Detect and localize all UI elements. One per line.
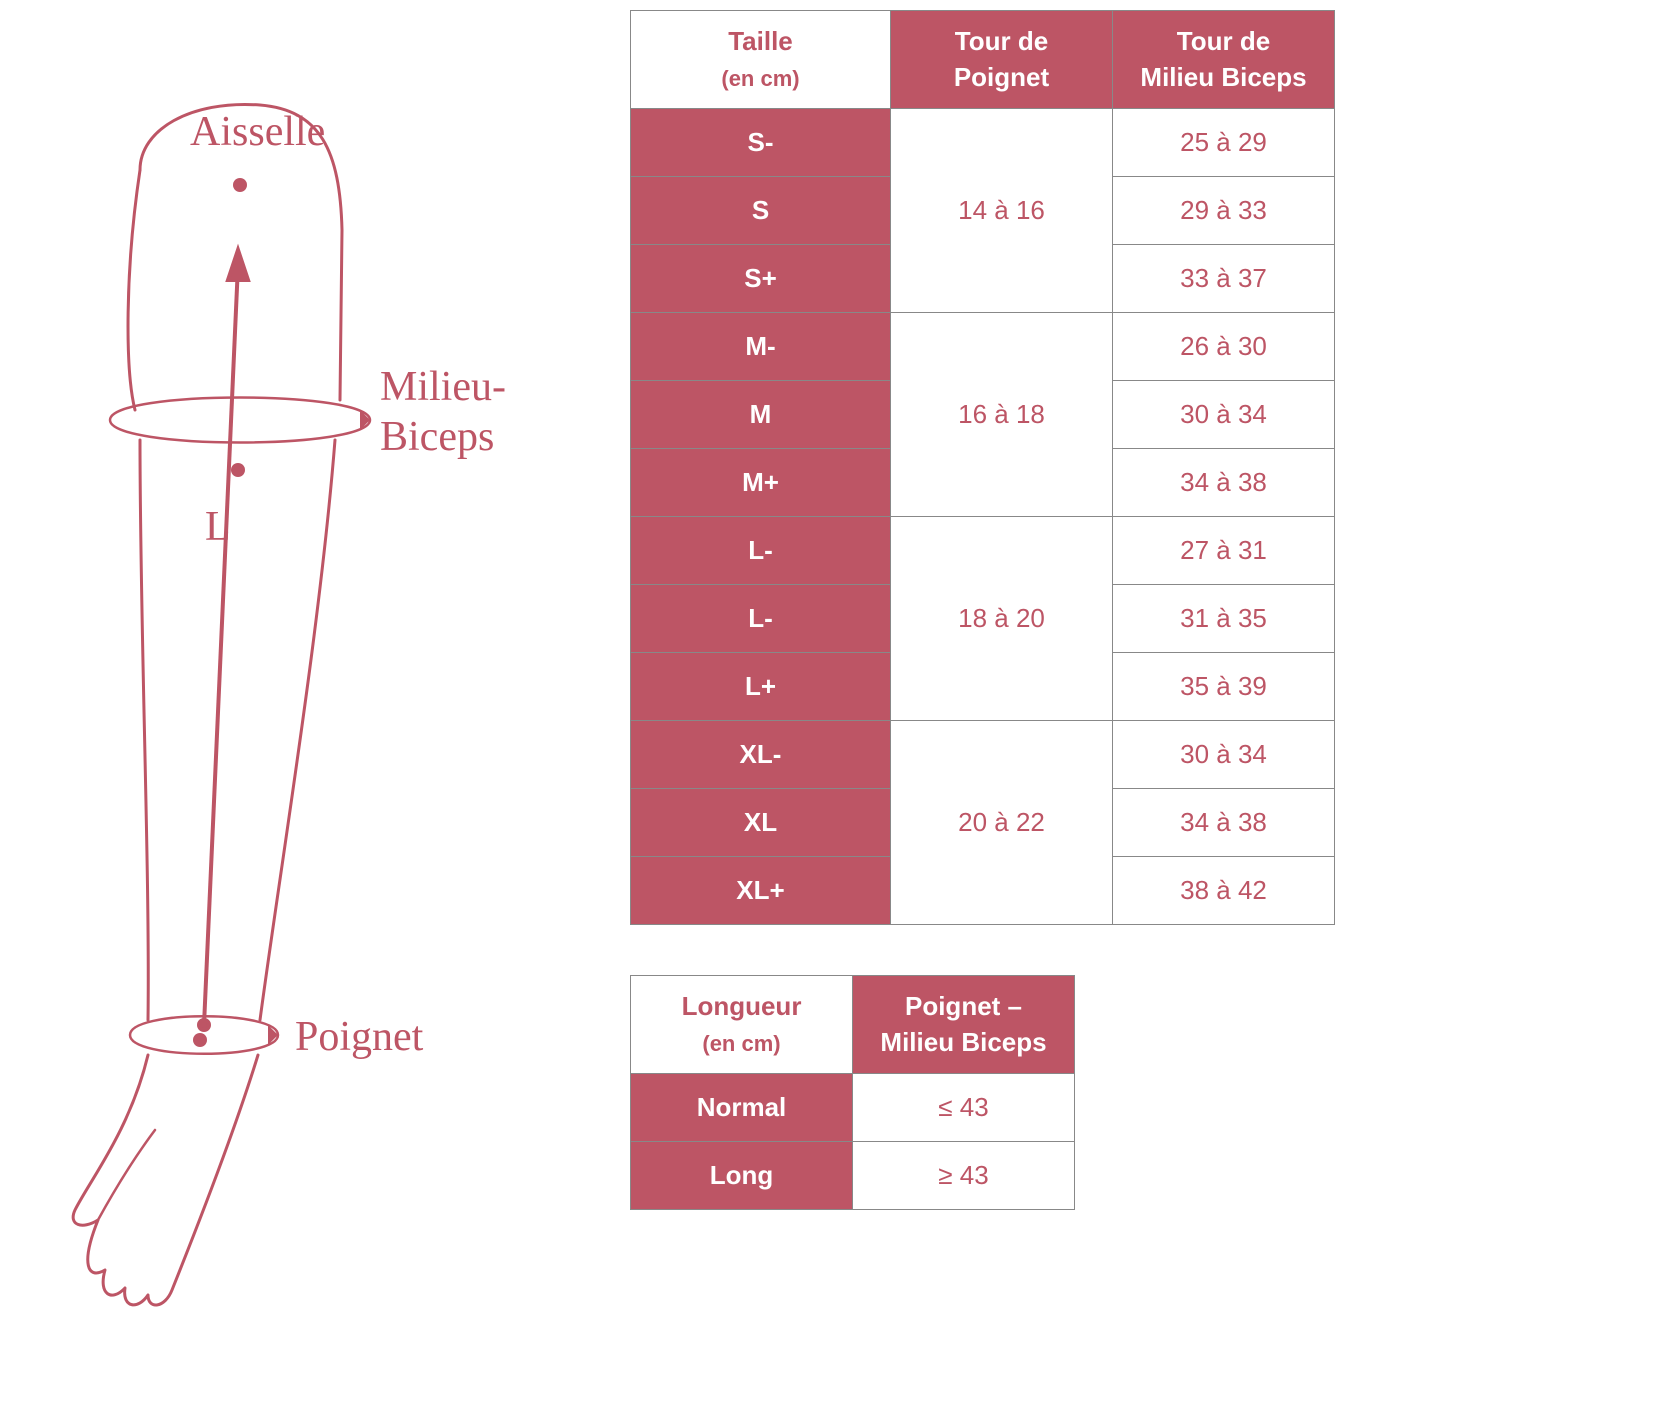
tables-container: Taille (en cm) Tour de Poignet Tour de M…	[620, 10, 1636, 1260]
label-poignet: Poignet	[295, 1014, 424, 1060]
biceps-cell: 35 à 39	[1113, 653, 1335, 721]
table-row: XL-20 à 2230 à 34	[631, 721, 1335, 789]
biceps-cell: 34 à 38	[1113, 789, 1335, 857]
label-length-L: L	[205, 504, 231, 550]
size-cell: M	[631, 381, 891, 449]
size-cell: XL	[631, 789, 891, 857]
biceps-cell: 29 à 33	[1113, 177, 1335, 245]
size-cell: XL+	[631, 857, 891, 925]
size-cell: L+	[631, 653, 891, 721]
col-header-taille: Taille (en cm)	[631, 11, 891, 109]
poignet-cell: 20 à 22	[891, 721, 1113, 925]
size-table: Taille (en cm) Tour de Poignet Tour de M…	[630, 10, 1335, 925]
col-header-longueur: Longueur (en cm)	[631, 976, 853, 1074]
table-row: Normal≤ 43	[631, 1074, 1075, 1142]
aisselle-point	[233, 178, 247, 192]
biceps-cell: 30 à 34	[1113, 721, 1335, 789]
length-table-header-row: Longueur (en cm) Poignet – Milieu Biceps	[631, 976, 1075, 1074]
length-value-cell: ≥ 43	[853, 1142, 1075, 1210]
poignet-cell: 14 à 16	[891, 109, 1113, 313]
size-cell: S+	[631, 245, 891, 313]
milieu-biceps-point	[231, 463, 245, 477]
biceps-cell: 26 à 30	[1113, 313, 1335, 381]
poignet-cell: 16 à 18	[891, 313, 1113, 517]
size-table-header-row: Taille (en cm) Tour de Poignet Tour de M…	[631, 11, 1335, 109]
page-layout: Aisselle Milieu- Biceps L Poignet Taille…	[0, 0, 1656, 1360]
col-header-poignet: Tour de Poignet	[891, 11, 1113, 109]
arm-diagram-container: Aisselle Milieu- Biceps L Poignet	[20, 10, 620, 1320]
table-row: Long≥ 43	[631, 1142, 1075, 1210]
biceps-cell: 30 à 34	[1113, 381, 1335, 449]
size-cell: XL-	[631, 721, 891, 789]
label-milieu-biceps-line1: Milieu-	[380, 364, 506, 410]
size-cell: S	[631, 177, 891, 245]
table-row: M-16 à 1826 à 30	[631, 313, 1335, 381]
col-header-biceps: Tour de Milieu Biceps	[1113, 11, 1335, 109]
biceps-cell: 27 à 31	[1113, 517, 1335, 585]
length-label-cell: Long	[631, 1142, 853, 1210]
biceps-cell: 34 à 38	[1113, 449, 1335, 517]
size-cell: M-	[631, 313, 891, 381]
length-value-cell: ≤ 43	[853, 1074, 1075, 1142]
table-row: L-18 à 2027 à 31	[631, 517, 1335, 585]
poignet-cell: 18 à 20	[891, 517, 1113, 721]
size-cell: L-	[631, 517, 891, 585]
table-row: S-14 à 1625 à 29	[631, 109, 1335, 177]
size-cell: M+	[631, 449, 891, 517]
length-arrow	[199, 250, 248, 1030]
size-cell: L-	[631, 585, 891, 653]
arm-diagram: Aisselle Milieu- Biceps L Poignet	[20, 70, 620, 1320]
biceps-cell: 31 à 35	[1113, 585, 1335, 653]
length-label-cell: Normal	[631, 1074, 853, 1142]
label-milieu-biceps-line2: Biceps	[380, 414, 494, 460]
label-aisselle: Aisselle	[190, 109, 325, 155]
biceps-cell: 25 à 29	[1113, 109, 1335, 177]
length-table: Longueur (en cm) Poignet – Milieu Biceps…	[630, 975, 1075, 1210]
biceps-cell: 33 à 37	[1113, 245, 1335, 313]
size-cell: S-	[631, 109, 891, 177]
biceps-cell: 38 à 42	[1113, 857, 1335, 925]
poignet-point	[193, 1033, 207, 1047]
col-header-poignet-biceps: Poignet – Milieu Biceps	[853, 976, 1075, 1074]
